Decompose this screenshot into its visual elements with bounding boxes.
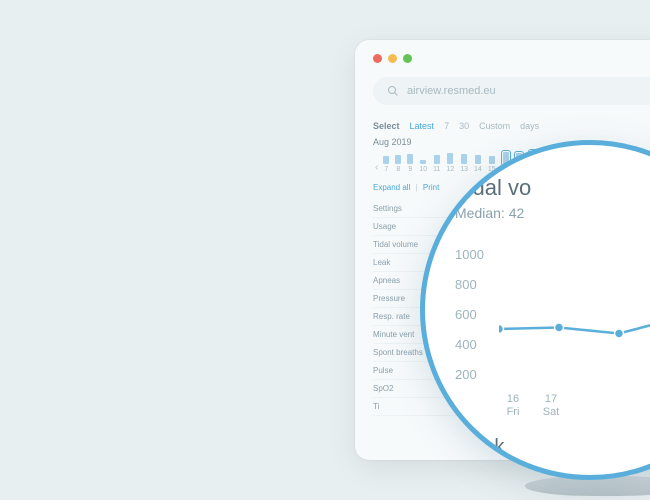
lens-leak-sub: in av [461,459,650,473]
address-text: airview.resmed.eu [407,85,496,97]
filter-suffix: days [520,121,539,131]
search-icon [387,85,399,97]
calendar-day[interactable]: 9 [407,154,413,173]
calendar-day[interactable]: 7 [383,156,389,173]
lens-x-tick: 17Sat [537,393,565,418]
calendar-day[interactable]: 12 [446,153,454,173]
maximize-dot[interactable] [403,54,412,63]
lens-subtitle: Median: 42 [455,205,650,221]
date-range-filter: Select Latest 7 30 Custom days [373,121,650,131]
minimize-dot[interactable] [388,54,397,63]
calendar-day[interactable]: 13 [460,154,468,173]
calendar-day[interactable]: 8 [395,155,401,173]
lens-line [499,239,650,389]
expand-all-link[interactable]: Expand all [373,183,410,192]
filter-label: Select [373,121,400,131]
lens-x-tick: 16Fri [499,393,527,418]
filter-7[interactable]: 7 [444,121,449,131]
filter-latest[interactable]: Latest [410,121,435,131]
filter-30[interactable]: 30 [459,121,469,131]
sidebar-item[interactable]: Settings [373,200,458,218]
filter-custom[interactable]: Custom [479,121,510,131]
print-link[interactable]: Print [423,183,439,192]
lens-chart: 1000800600400200 [455,239,650,389]
calendar-day[interactable]: 10 [419,160,427,173]
address-bar[interactable]: airview.resmed.eu [373,77,650,105]
chevron-left-icon[interactable]: ‹ [373,162,380,173]
lens-title: Tidal vo [455,175,650,201]
calendar-day[interactable]: 14 [474,155,482,173]
window-traffic-lights [373,54,650,63]
calendar-day[interactable]: 11 [433,155,440,173]
close-dot[interactable] [373,54,382,63]
